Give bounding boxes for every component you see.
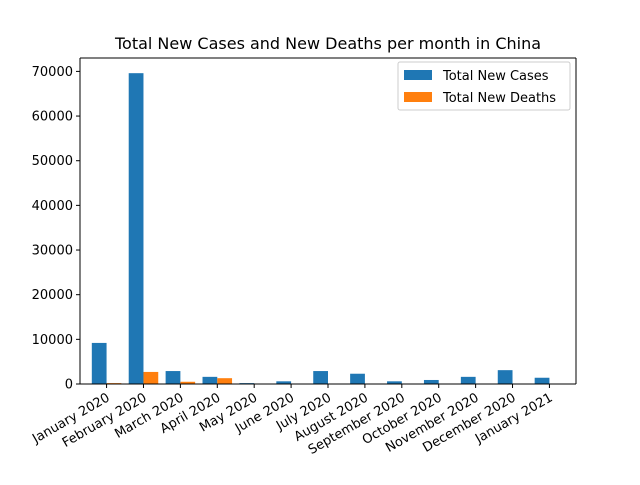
y-tick-label-1: 10000 bbox=[32, 333, 73, 348]
bar-cases-11 bbox=[497, 370, 513, 384]
y-tick-label-0: 0 bbox=[65, 378, 73, 393]
bar-cases-7 bbox=[350, 373, 365, 384]
bar-cases-9 bbox=[423, 379, 439, 384]
legend: Total New Cases Total New Deaths bbox=[397, 61, 571, 111]
bar-cases-10 bbox=[460, 376, 476, 384]
y-tick-label-6: 60000 bbox=[32, 110, 73, 125]
y-tick-label-5: 50000 bbox=[32, 154, 73, 169]
legend-swatch-cases bbox=[404, 70, 432, 80]
bar-cases-3 bbox=[202, 376, 218, 384]
legend-label-cases: Total New Cases bbox=[442, 69, 549, 84]
chart-title: Total New Cases and New Deaths per month… bbox=[114, 34, 541, 53]
bar-cases-6 bbox=[313, 371, 328, 384]
bar-deaths-2 bbox=[180, 381, 196, 384]
legend-box bbox=[397, 61, 571, 111]
y-tick-label-7: 70000 bbox=[32, 65, 73, 80]
bar-cases-8 bbox=[387, 381, 402, 384]
legend-swatch-deaths bbox=[404, 92, 432, 102]
bar-cases-5 bbox=[276, 381, 292, 384]
bar-deaths-3 bbox=[217, 378, 233, 384]
bar-deaths-1 bbox=[143, 371, 159, 384]
y-tick-label-2: 20000 bbox=[32, 288, 73, 303]
bar-cases-12 bbox=[534, 377, 550, 384]
y-tick-label-4: 40000 bbox=[32, 199, 73, 214]
y-tick-label-3: 30000 bbox=[32, 244, 73, 259]
bar-cases-0 bbox=[91, 342, 107, 384]
bar-cases-1 bbox=[128, 73, 144, 385]
bar-cases-2 bbox=[165, 371, 181, 384]
legend-label-deaths: Total New Deaths bbox=[442, 91, 556, 106]
